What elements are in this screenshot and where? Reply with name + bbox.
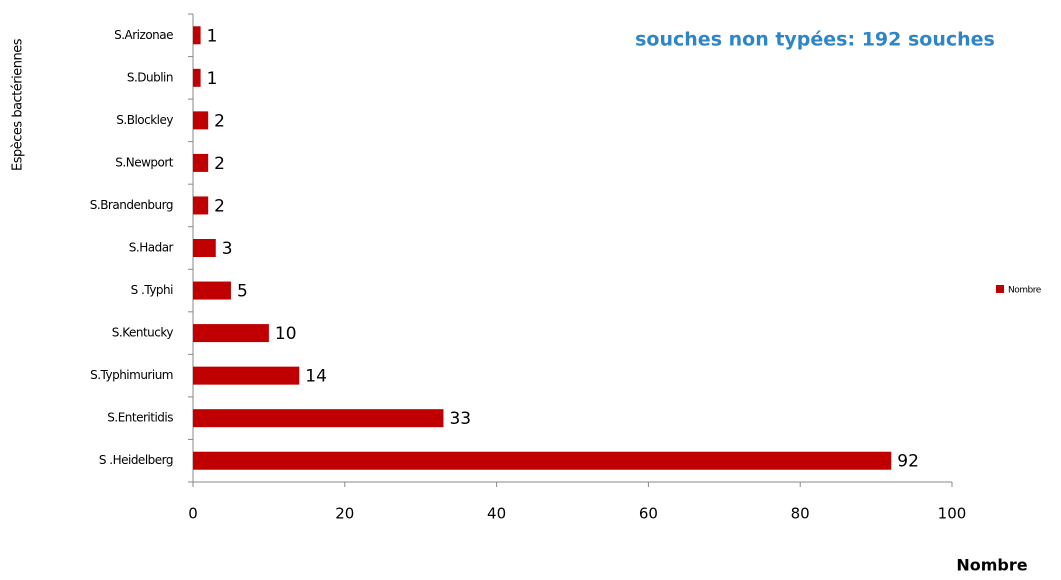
y-tick-label: S.Hadar bbox=[129, 241, 174, 255]
x-tick-label: 60 bbox=[639, 505, 658, 523]
y-tick-label: S .Heidelberg bbox=[99, 453, 173, 467]
bar bbox=[193, 239, 216, 257]
bar bbox=[193, 26, 201, 45]
x-tick-label: 100 bbox=[938, 505, 967, 523]
y-tick-label: S.Brandenburg bbox=[90, 198, 173, 212]
y-tick-label: S.Dublin bbox=[127, 70, 173, 84]
data-label: 2 bbox=[214, 196, 225, 216]
x-tick-label: 20 bbox=[335, 505, 354, 523]
y-tick-label: S .Typhi bbox=[131, 283, 174, 297]
bar bbox=[193, 153, 209, 172]
bar bbox=[193, 196, 209, 215]
data-label: 1 bbox=[207, 26, 218, 46]
bar bbox=[193, 324, 269, 343]
data-label: 5 bbox=[237, 282, 248, 302]
y-axis-label: Espèces bactériennes bbox=[11, 38, 26, 171]
bar bbox=[193, 68, 201, 87]
y-tick-label: S.Blockley bbox=[116, 113, 173, 127]
bar bbox=[193, 111, 209, 130]
legend-label: Nombre bbox=[1008, 286, 1042, 296]
data-label: 1 bbox=[207, 69, 218, 89]
legend-swatch bbox=[996, 285, 1004, 293]
x-axis-label: Nombre bbox=[956, 556, 1027, 575]
bar bbox=[193, 409, 444, 428]
annotation: souches non typées: 192 souches bbox=[635, 29, 995, 51]
y-tick-label: S.Newport bbox=[115, 155, 173, 169]
x-tick-label: 40 bbox=[487, 505, 506, 523]
data-label: 14 bbox=[305, 367, 327, 387]
y-tick-label: S.Kentucky bbox=[112, 326, 174, 340]
bar bbox=[193, 366, 300, 385]
data-label: 2 bbox=[214, 154, 225, 174]
data-label: 3 bbox=[222, 239, 233, 259]
data-label: 2 bbox=[214, 111, 225, 131]
data-label: 33 bbox=[449, 409, 471, 429]
bar bbox=[193, 451, 892, 470]
x-tick-label: 0 bbox=[188, 505, 198, 523]
data-label: 10 bbox=[275, 324, 297, 344]
x-tick-label: 80 bbox=[791, 505, 810, 523]
y-tick-label: S.Enteritidis bbox=[107, 411, 173, 425]
y-tick-label: S.Arizonae bbox=[114, 28, 173, 42]
data-label: 92 bbox=[897, 452, 919, 472]
y-tick-label: S.Typhimurium bbox=[90, 368, 173, 382]
bar bbox=[193, 281, 231, 300]
